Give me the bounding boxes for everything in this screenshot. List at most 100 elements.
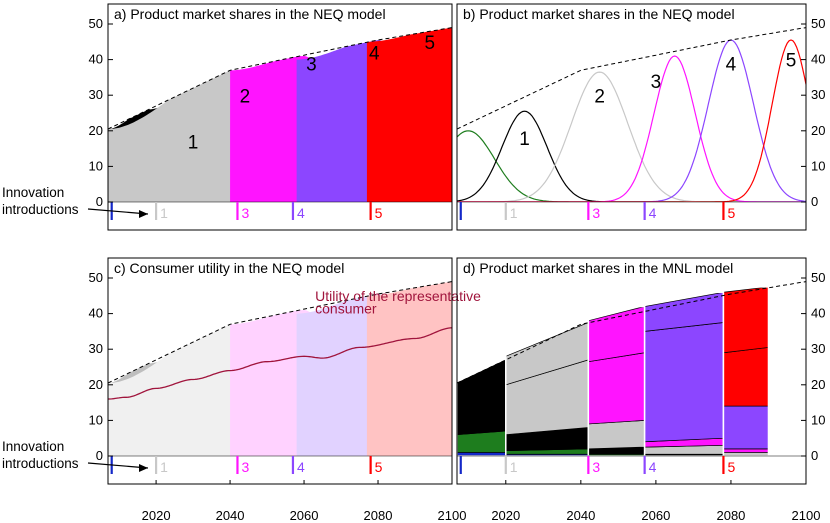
- innovation-marker-label: 4: [649, 205, 657, 221]
- utility-label-line1: Utility of the representative: [315, 288, 481, 304]
- marker-strip: [108, 202, 452, 230]
- line-1: [457, 110, 806, 203]
- x-tick-label: 2060: [290, 508, 319, 523]
- area-2: [108, 324, 452, 456]
- innovation-marker-label: 3: [241, 459, 249, 475]
- total-envelope: [108, 281, 452, 384]
- utility-line: [108, 327, 452, 400]
- panel-title: b) Product market shares in the NEQ mode…: [463, 6, 735, 22]
- innovation-marker-label: 5: [727, 459, 735, 475]
- innovation-marker-label: 5: [727, 205, 735, 221]
- block-layer: [587, 420, 645, 450]
- utility-label-line2: consumer: [315, 301, 377, 317]
- y-tick-label: 50: [811, 16, 825, 31]
- block-1: [505, 321, 590, 457]
- y-tick-label: 40: [811, 52, 825, 67]
- annotation-arrowhead: [139, 210, 148, 218]
- y-tick-label: 20: [811, 377, 825, 392]
- y-tick-label: 0: [811, 448, 818, 463]
- marker-strip: [457, 202, 806, 230]
- y-tick-label: 40: [89, 306, 103, 321]
- y-tick-label: 40: [811, 306, 825, 321]
- y-tick-label: 50: [89, 16, 103, 31]
- plot-area: [108, 281, 452, 456]
- innovation-marker-label: 4: [297, 459, 305, 475]
- x-tick-label: 2040: [566, 508, 595, 523]
- product-label-4: 4: [369, 44, 380, 65]
- panel-frame: [456, 3, 807, 231]
- y-tick-label: 10: [811, 412, 825, 427]
- marker-strip: [108, 456, 452, 484]
- line-5: [457, 39, 806, 203]
- area-2: [108, 70, 452, 202]
- block-layer: [723, 347, 769, 407]
- plot-area: [457, 281, 806, 457]
- panel-frame: [107, 3, 453, 231]
- block-4: [722, 286, 770, 457]
- y-tick-label: 10: [89, 412, 103, 427]
- innovation-marker-label: 3: [241, 205, 249, 221]
- x-tick-label: 2080: [364, 508, 393, 523]
- y-tick-label: 30: [89, 87, 103, 102]
- block-0: [457, 359, 507, 457]
- block-layer: [644, 322, 724, 443]
- innovation-annotation-line1: Innovation: [2, 185, 64, 200]
- product-label-3: 3: [306, 54, 317, 75]
- product-label-2: 2: [240, 86, 251, 107]
- panel-frame: [456, 257, 807, 485]
- line-2: [457, 71, 806, 203]
- y-tick-label: 0: [811, 194, 818, 209]
- y-tick-label: 20: [89, 377, 103, 392]
- y-tick-label: 20: [89, 123, 103, 138]
- innovation-annotation-line1: Innovation: [2, 439, 64, 454]
- total-envelope: [457, 281, 806, 384]
- annotation-arrow: [87, 462, 149, 469]
- annotation-arrow: [87, 208, 149, 215]
- plot-area: [457, 27, 806, 203]
- total-envelope: [457, 27, 806, 130]
- block-top: [587, 306, 645, 363]
- area-5: [366, 281, 452, 456]
- y-tick-label: 10: [811, 158, 825, 173]
- block-3: [643, 291, 725, 457]
- x-tick-label: 2100: [438, 508, 467, 523]
- panel-title: d) Product market shares in the MNL mode…: [463, 260, 733, 276]
- line-4: [457, 39, 806, 203]
- y-tick-label: 30: [89, 341, 103, 356]
- block-2: [587, 305, 646, 457]
- innovation-annotation-line2: introductions: [2, 202, 79, 217]
- innovation-marker-label: 5: [375, 459, 383, 475]
- y-tick-label: 0: [96, 448, 103, 463]
- block-layer: [723, 448, 769, 453]
- line-green: [457, 130, 806, 203]
- innovation-marker-label: 4: [649, 459, 657, 475]
- y-tick-label: 40: [89, 52, 103, 67]
- innovation-marker-label: 1: [160, 459, 168, 475]
- product-label-5: 5: [786, 51, 797, 72]
- plot-area: [108, 27, 452, 202]
- innovation-marker-label: 3: [592, 459, 600, 475]
- block-layer: [587, 352, 645, 425]
- innovation-marker-label: 5: [375, 205, 383, 221]
- product-label-1: 1: [188, 133, 199, 154]
- product-label-3: 3: [651, 72, 662, 93]
- y-tick-label: 10: [89, 158, 103, 173]
- x-tick-label: 2020: [142, 508, 171, 523]
- total-envelope: [108, 27, 452, 130]
- innovation-marker-label: 1: [510, 459, 518, 475]
- y-tick-label: 30: [811, 341, 825, 356]
- innovation-marker-label: 4: [297, 205, 305, 221]
- x-tick-label: 2080: [716, 508, 745, 523]
- y-tick-label: 20: [811, 123, 825, 138]
- block-top: [723, 286, 769, 354]
- innovation-marker-label: 1: [510, 205, 518, 221]
- x-tick-label: 2100: [792, 508, 821, 523]
- x-tick-label: 2060: [641, 508, 670, 523]
- product-label-1: 1: [519, 129, 530, 150]
- innovation-marker-label: 3: [592, 205, 600, 221]
- annotation-arrowhead: [139, 464, 148, 472]
